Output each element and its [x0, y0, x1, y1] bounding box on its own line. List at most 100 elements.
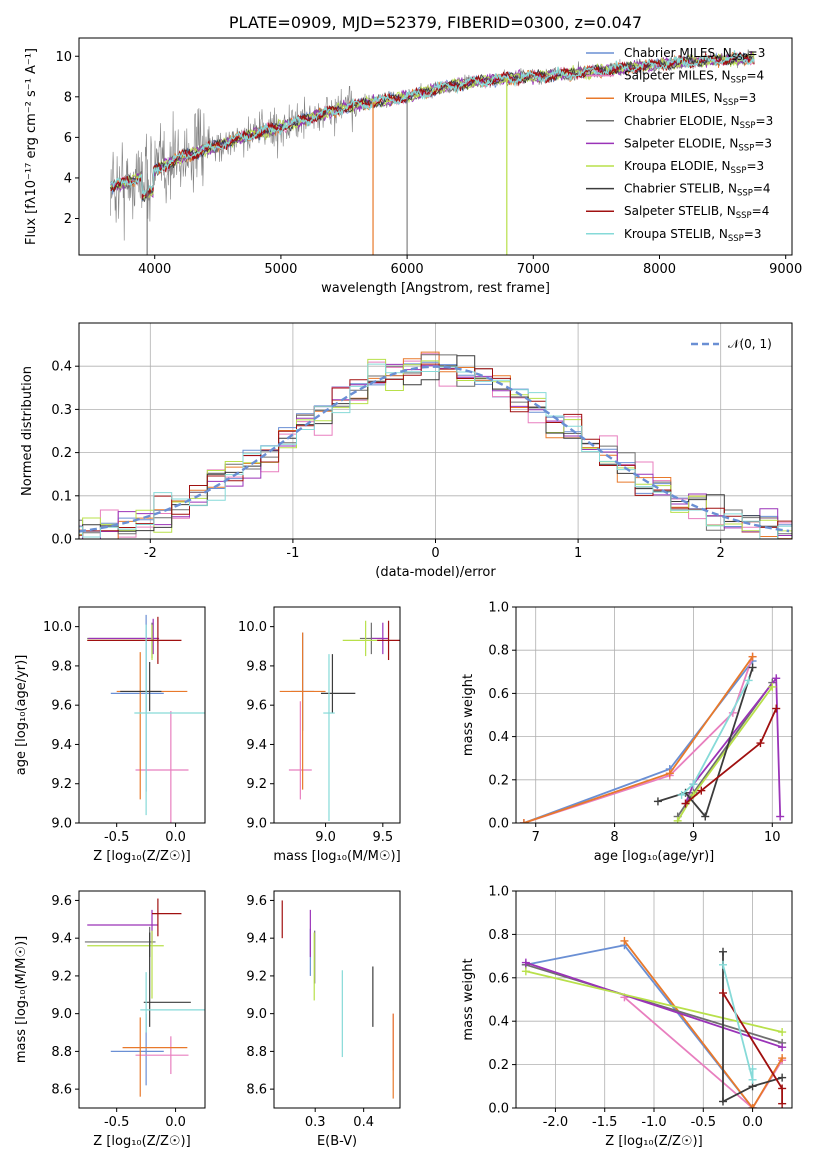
panel-age_vs_Z: -0.5 0.0 9.0 9.2 9.4 9.6 9.8 10.0 Z [log₁₀(Z/Z☉)…: [14, 606, 206, 864]
legend-label: Chabrier MILES, NSSP=3: [624, 46, 765, 63]
axes-frame: [515, 606, 793, 824]
x-tick-label: 10: [764, 830, 781, 845]
x-tick-label: 6000: [391, 262, 424, 277]
legend-label: Salpeter STELIB, NSSP=4: [624, 204, 769, 221]
legend-label: Salpeter MILES, NSSP=4: [624, 69, 764, 86]
y-tick-label: 9.0: [246, 1007, 267, 1022]
y-tick-label: 0.0: [51, 533, 72, 548]
legend-label: Salpeter ELODIE, NSSP=3: [624, 136, 772, 153]
histogram-step: [79, 363, 792, 539]
panel-residuals: -2 -1 0 1 2 0.0 0.1 0.2 0.3 0.4 (data-model)/error…: [20, 322, 793, 580]
plot-area: [109, 49, 755, 255]
x-tick-label: -1.0: [641, 1115, 666, 1130]
x-tick-label: 0.4: [353, 1115, 374, 1130]
y-tick-label: 4: [64, 171, 72, 186]
y-tick-label: 10.0: [238, 620, 267, 635]
series-line: [722, 951, 783, 1103]
x-tick-label: 2: [717, 546, 725, 561]
y-tick-label: 9.2: [51, 969, 72, 984]
chart-title: PLATE=0909, MJD=52379, FIBERID=0300, z=0…: [229, 13, 642, 32]
y-axis-label: mass [log₁₀(M/M☉)]: [14, 936, 29, 1063]
axes-frame: [273, 890, 401, 1109]
legend-label: Chabrier ELODIE, NSSP=3: [624, 114, 773, 131]
histogram-step: [79, 361, 792, 539]
y-tick-label: 0.0: [488, 1102, 509, 1117]
y-tick-label: 9.8: [246, 659, 267, 674]
y-tick-label: 6: [64, 131, 72, 146]
series-line: [525, 970, 783, 1033]
plot-area: [279, 620, 400, 822]
y-tick-label: 8.8: [246, 1045, 267, 1060]
y-axis-label: mass weight: [461, 674, 476, 756]
x-tick-label: 0: [431, 546, 439, 561]
panel-age_vs_mass: 9.0 9.5 9.0 9.2 9.4 9.6 9.8 10.0 mass [log₁₀(M/M…: [238, 606, 401, 864]
series-line: [623, 940, 783, 1108]
x-tick-label: -1: [286, 546, 299, 561]
y-tick-label: 0.4: [488, 1015, 509, 1030]
y-tick-label: 0.2: [488, 1058, 509, 1073]
axes-frame: [273, 606, 401, 824]
y-tick-label: 9.4: [246, 738, 267, 753]
panel-mass_vs_Z: -0.5 0.0 8.6 8.8 9.0 9.2 9.4 9.6 Z [log₁₀(Z/Z☉)]…: [14, 890, 206, 1149]
x-tick-label: 7000: [517, 262, 550, 277]
histogram-step: [79, 363, 792, 536]
x-tick-label: 9: [689, 830, 697, 845]
y-tick-label: 0.4: [51, 360, 72, 375]
x-tick-label: 9.0: [315, 830, 336, 845]
model-spectrum-line: [109, 50, 755, 196]
y-tick-label: 8.6: [51, 1083, 72, 1098]
panel-spectrum: 4000 5000 6000 7000 8000 9000 2 4 6 8 10 wavelength…: [24, 37, 802, 296]
x-tick-label: 5000: [264, 262, 297, 277]
panel-mass_vs_ebv: 0.3 0.4 8.6 8.8 9.0 9.2 9.4 9.6 E(B-V): [246, 890, 401, 1149]
x-tick-label: 0.0: [165, 830, 186, 845]
y-tick-label: 9.0: [246, 817, 267, 832]
series-line: [525, 961, 783, 1049]
series-line: [684, 675, 782, 817]
series-line: [523, 656, 754, 823]
y-tick-label: 9.6: [246, 699, 267, 714]
plot-area: [84, 898, 205, 1097]
legend: Chabrier MILES, NSSP=3 Salpeter MILES, NS…: [586, 46, 773, 244]
y-axis-label: Flux [fλ10⁻¹⁷ erg cm⁻² s⁻¹ A⁻¹]: [24, 48, 39, 245]
plot-area: [79, 351, 792, 539]
x-tick-label: -0.5: [104, 1115, 129, 1130]
x-tick-label: 8000: [643, 262, 676, 277]
x-axis-label: (data-model)/error: [375, 565, 496, 580]
y-tick-label: 0.6: [488, 687, 509, 702]
histogram-step: [79, 353, 792, 538]
y-tick-label: 9.8: [51, 659, 72, 674]
x-tick-label: -1.5: [592, 1115, 617, 1130]
y-tick-label: 0.3: [51, 403, 72, 418]
x-tick-label: -0.5: [104, 830, 129, 845]
y-tick-label: 9.2: [246, 777, 267, 792]
y-tick-label: 1.0: [488, 601, 509, 616]
y-tick-label: 0.4: [488, 730, 509, 745]
x-axis-label: age [log₁₀(age/yr)]: [594, 849, 715, 864]
y-tick-label: 9.0: [51, 1007, 72, 1022]
x-tick-label: 4000: [138, 262, 171, 277]
x-axis-label: wavelength [Angstrom, rest frame]: [321, 281, 550, 296]
x-tick-label: -2: [144, 546, 157, 561]
x-tick-label: 1: [574, 546, 582, 561]
plot-area: [521, 936, 787, 1108]
y-tick-label: 0.2: [488, 773, 509, 788]
plot-area: [87, 614, 205, 823]
legend-label: Kroupa MILES, NSSP=3: [624, 91, 756, 108]
x-tick-label: 0.3: [305, 1115, 326, 1130]
histogram-step: [79, 363, 792, 539]
plot-area: [281, 900, 394, 1099]
legend-label: Kroupa ELODIE, NSSP=3: [624, 159, 764, 176]
y-tick-label: 0.0: [488, 817, 509, 832]
y-tick-label: 9.6: [51, 894, 72, 909]
y-tick-label: 0.6: [488, 971, 509, 986]
x-tick-label: 7: [532, 830, 540, 845]
x-axis-label: Z [log₁₀(Z/Z☉)]: [605, 1134, 702, 1149]
axes-frame: [78, 37, 793, 256]
y-tick-label: 0.1: [51, 489, 72, 504]
y-tick-label: 9.6: [246, 894, 267, 909]
y-tick-label: 2: [64, 212, 72, 227]
y-tick-label: 10: [55, 50, 72, 65]
series-line: [680, 679, 750, 796]
y-tick-label: 1.0: [488, 885, 509, 900]
y-tick-label: 8.6: [246, 1083, 267, 1098]
